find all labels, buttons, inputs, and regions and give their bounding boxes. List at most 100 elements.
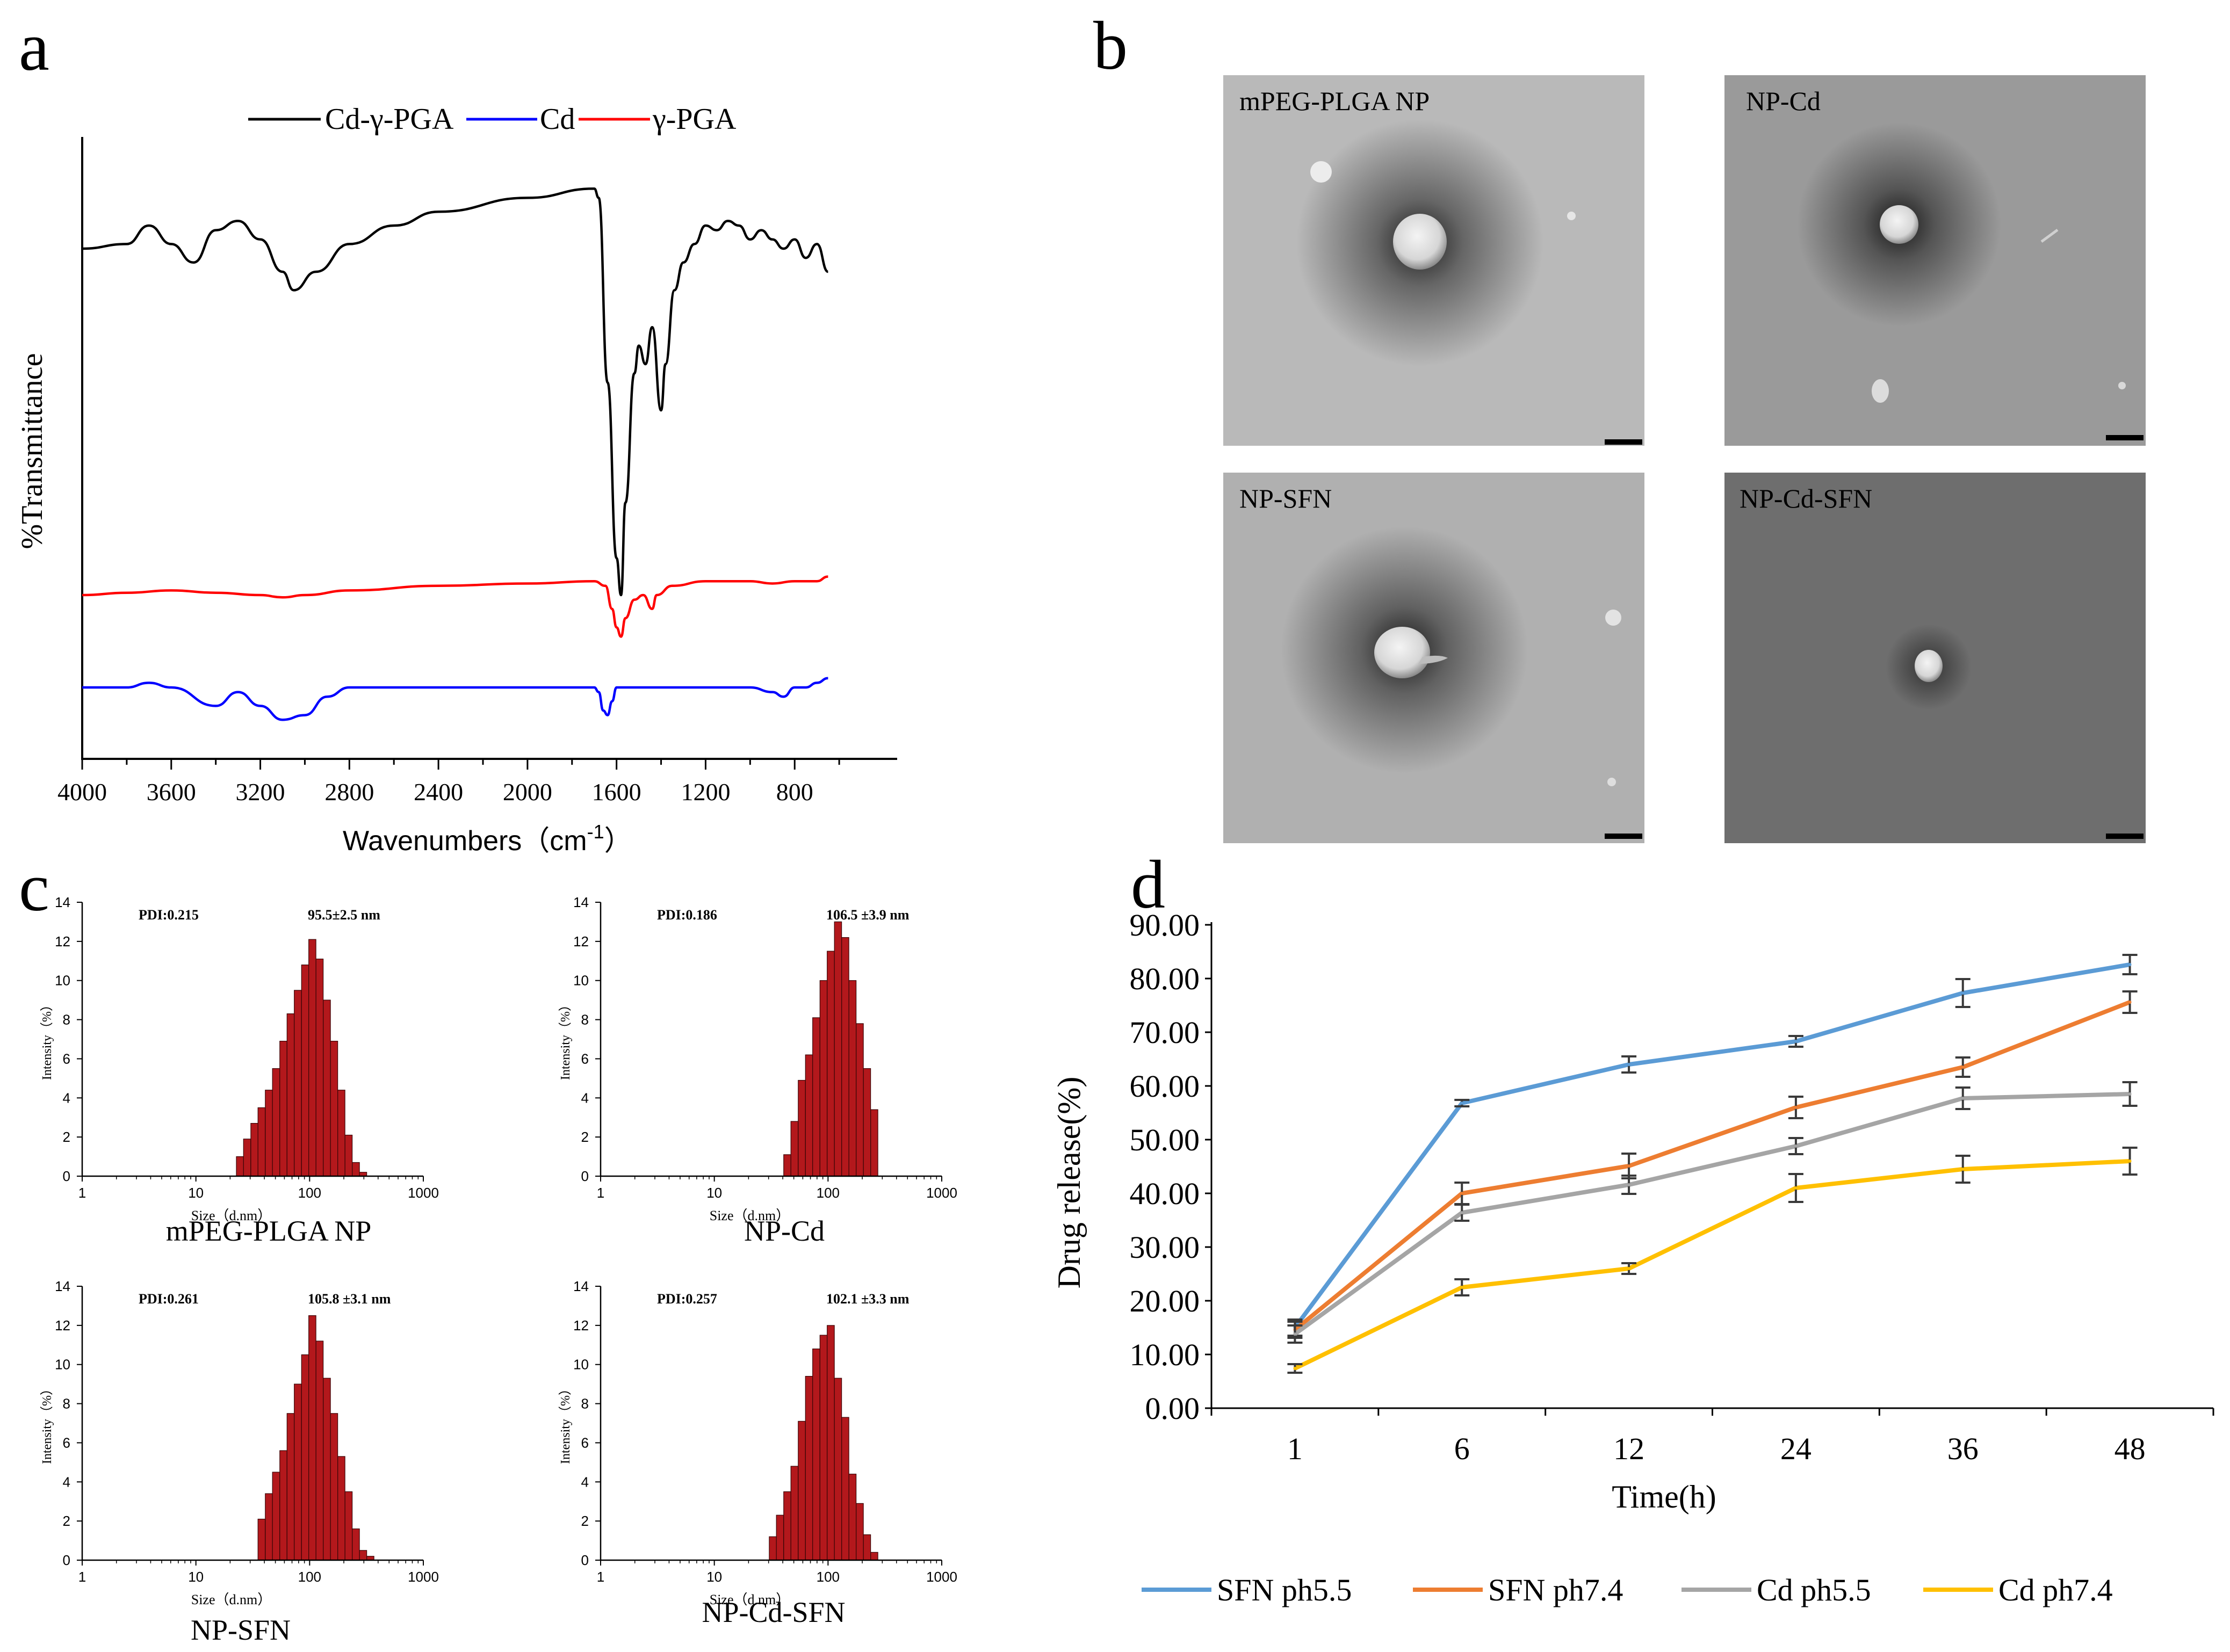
dls-x-tick-label: 1000 — [408, 1569, 439, 1585]
dls-bar — [848, 980, 857, 1177]
dls-bar — [257, 1107, 266, 1177]
ftir-x-tick-label: 1600 — [592, 778, 641, 806]
panel-c-letter: c — [19, 849, 49, 925]
tem-speck — [2118, 382, 2126, 389]
dls-bar — [827, 951, 835, 1177]
dls-chart-np-cd-sfn: 0 2 4 6 8 10 12 14 1 10 100 1000 Intensity（%） Size（d.… — [559, 1278, 957, 1628]
dls-bar — [315, 1341, 324, 1561]
dls-x-label: Size（d.nm） — [191, 1592, 272, 1607]
tem-image-label: mPEG-PLGA NP — [1239, 86, 1430, 116]
tem-image-label: NP-Cd-SFN — [1740, 483, 1872, 513]
dls-bar — [834, 921, 842, 1177]
dls-pdi: PDI:0.215 — [139, 907, 199, 923]
dls-title: mPEG-PLGA NP — [166, 1215, 372, 1247]
dls-x-tick-label: 100 — [817, 1185, 840, 1201]
dls-bar — [798, 1421, 806, 1561]
tem-particle-small — [1605, 610, 1621, 626]
dls-y-tick-label: 10 — [55, 1357, 70, 1373]
dls-bar — [323, 1378, 331, 1561]
ftir-x-label: Wavenumbers（cm-1） — [343, 821, 632, 857]
dls-y-tick-label: 8 — [63, 1396, 70, 1412]
dls-bar — [257, 1518, 266, 1561]
dls-title: NP-Cd — [744, 1215, 825, 1247]
dls-x-tick-label: 1000 — [926, 1185, 957, 1201]
dls-bar — [790, 1121, 799, 1177]
release-point — [1627, 1063, 1631, 1066]
release-line-cd-ph5-5 — [1294, 1092, 2130, 1336]
ftir-series-cd — [82, 677, 828, 721]
dls-bar — [250, 1123, 258, 1177]
dls-size: 95.5±2.5 nm — [308, 907, 380, 923]
dls-y-tick-label: 14 — [573, 894, 589, 910]
release-point — [1627, 1267, 1631, 1270]
dls-bar — [783, 1154, 791, 1177]
tem-scale-bar — [1605, 834, 1642, 839]
release-y-tick-label: 50.00 — [1130, 1122, 1200, 1157]
release-point — [1794, 1144, 1798, 1148]
ftir-x-tick-label: 2000 — [503, 778, 552, 806]
dls-bar — [344, 1134, 353, 1177]
dls-x-tick-label: 1000 — [926, 1569, 957, 1585]
ftir-x-tick-label: 1200 — [681, 778, 730, 806]
dls-bar — [870, 1109, 878, 1177]
release-y-tick-label: 40.00 — [1130, 1176, 1200, 1211]
dls-bar — [805, 1054, 813, 1177]
release-point — [1460, 1211, 1464, 1214]
dls-bar — [330, 1040, 338, 1177]
dls-size: 102.1 ±3.3 nm — [826, 1291, 910, 1307]
ftir-x-tick-label: 3200 — [236, 778, 285, 806]
dls-y-tick-label: 0 — [63, 1168, 70, 1184]
tem-image-np-cd: NP-Cd — [1724, 75, 2146, 446]
dls-bar — [279, 1040, 287, 1177]
tem-particle — [1880, 205, 1918, 244]
release-y-tick-label: 0.00 — [1145, 1391, 1200, 1426]
panel-b: b mPEG-PLGA NP — [1093, 8, 2146, 843]
release-y-tick-label: 70.00 — [1130, 1015, 1200, 1050]
dls-bar — [856, 1023, 864, 1177]
release-point — [1794, 1106, 1798, 1109]
dls-x-tick-label: 1 — [78, 1185, 86, 1201]
release-legend-item-sfn-ph5-5: SFN ph5.5 — [1142, 1573, 1352, 1607]
release-legend-label: SFN ph7.4 — [1488, 1573, 1623, 1607]
dls-bar — [812, 1017, 820, 1177]
release-point — [1961, 1097, 1965, 1100]
dls-bar — [286, 1013, 295, 1177]
release-point — [1961, 1168, 1965, 1171]
release-legend: SFN ph5.5 SFN ph7.4 Cd ph5.5 Cd ph7.4 — [1142, 1573, 2113, 1607]
release-point — [1627, 1164, 1631, 1168]
tem-particle — [1374, 627, 1430, 678]
ftir-legend: Cd-γ-PGA Cd γ-PGA — [248, 103, 737, 136]
dls-size: 105.8 ±3.1 nm — [308, 1291, 391, 1307]
tem-particle — [1915, 650, 1943, 682]
dls-chart-mpeg-plga-np: 0 2 4 6 8 10 12 14 1 10 100 1000 Intensity（%） Size（d.… — [40, 894, 439, 1247]
dls-bar — [819, 1335, 828, 1561]
ftir-x-tick-label: 2400 — [414, 778, 463, 806]
dls-bar — [841, 937, 849, 1177]
tem-speck — [1567, 212, 1576, 220]
dls-y-tick-label: 2 — [63, 1513, 70, 1529]
dls-bar — [344, 1491, 353, 1561]
release-y-tick-label: 80.00 — [1130, 961, 1200, 996]
dls-y-tick-label: 4 — [63, 1474, 70, 1490]
tem-particle-small — [1310, 161, 1332, 183]
dls-x-tick-label: 1 — [597, 1569, 604, 1585]
release-y-tick-label: 20.00 — [1130, 1284, 1200, 1318]
dls-y-tick-label: 4 — [63, 1090, 70, 1106]
release-y-tick-label: 10.00 — [1130, 1337, 1200, 1372]
legend-label-cd-pga: Cd-γ-PGA — [325, 103, 454, 136]
release-legend-label: SFN ph5.5 — [1217, 1573, 1352, 1607]
dls-y-tick-label: 6 — [63, 1050, 70, 1067]
tem-particle — [1393, 214, 1447, 270]
release-legend-label: Cd ph5.5 — [1757, 1573, 1871, 1607]
dls-x-tick-label: 10 — [706, 1569, 722, 1585]
dls-y-tick-label: 6 — [581, 1050, 589, 1067]
dls-bar — [323, 999, 331, 1177]
release-point — [1961, 1066, 1965, 1069]
release-point — [1794, 1186, 1798, 1190]
dls-bar — [337, 1090, 345, 1177]
release-y-tick-label: 60.00 — [1130, 1069, 1200, 1104]
dls-y-tick-label: 6 — [581, 1434, 589, 1451]
release-line-sfn-ph5-5 — [1293, 962, 2131, 1329]
